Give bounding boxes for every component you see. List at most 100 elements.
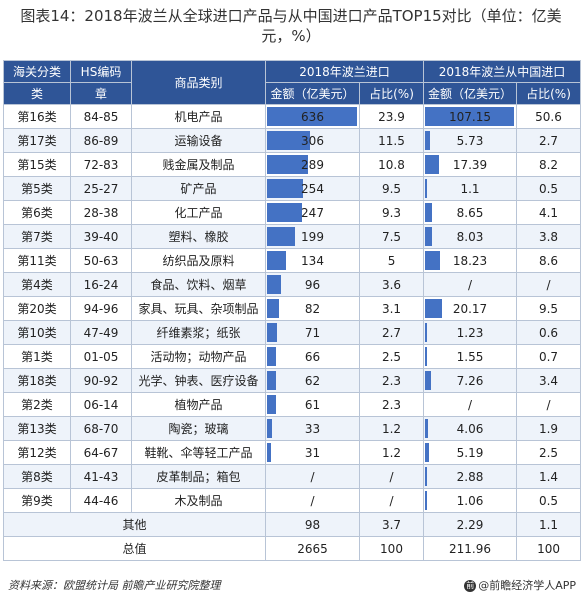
global-share-cell: 2.7 bbox=[358, 320, 425, 345]
global-amount-cell: 61 bbox=[265, 392, 360, 417]
china-amount-cell-value: 1.1 bbox=[460, 181, 480, 196]
china-amount-cell: 1.06 bbox=[423, 488, 518, 513]
summary-china-share: 100 bbox=[516, 536, 582, 561]
table-row: 第5类 25-27 矿产品 254 9.5 1.1 0.5 bbox=[3, 176, 582, 201]
china-amount-cell: 7.26 bbox=[423, 368, 518, 393]
global-amount-cell-bar bbox=[267, 323, 277, 342]
global-amount-cell: / bbox=[265, 464, 360, 489]
hs-code-cell: 94-96 bbox=[70, 296, 132, 321]
global-amount-cell-bar bbox=[267, 275, 281, 294]
china-share-cell: 0.6 bbox=[516, 320, 582, 345]
china-amount-cell-bar bbox=[425, 491, 428, 510]
global-amount-cell: 254 bbox=[265, 176, 360, 201]
global-amount-cell: 62 bbox=[265, 368, 360, 393]
global-share-cell: 7.5 bbox=[358, 224, 425, 249]
summary-row: 其他 98 3.7 2.29 1.1 bbox=[3, 512, 582, 537]
global-amount-cell: 289 bbox=[265, 152, 360, 177]
hs-code-cell: 90-92 bbox=[70, 368, 132, 393]
china-amount-cell-bar bbox=[425, 203, 433, 222]
china-amount-cell: 1.23 bbox=[423, 320, 518, 345]
header-hs: HS编码 bbox=[70, 60, 132, 83]
china-amount-cell-value: 4.06 bbox=[456, 421, 484, 436]
summary-global-amount: 2665 bbox=[265, 536, 360, 561]
summary-global-share: 3.7 bbox=[358, 512, 425, 537]
class-cell: 第20类 bbox=[3, 296, 71, 321]
global-amount-cell-value: 71 bbox=[304, 325, 321, 340]
table-row: 第18类 90-92 光学、钟表、医疗设备 62 2.3 7.26 3.4 bbox=[3, 368, 582, 393]
china-amount-cell-value: / bbox=[467, 277, 473, 292]
china-share-cell: 2.5 bbox=[516, 440, 582, 465]
summary-china-amount: 211.96 bbox=[423, 536, 518, 561]
brand-credit: 前 @前瞻经济学人APP bbox=[464, 577, 576, 593]
china-share-cell: 0.5 bbox=[516, 176, 582, 201]
global-share-cell: 2.5 bbox=[358, 344, 425, 369]
table-row: 第17类 86-89 运输设备 306 11.5 5.73 2.7 bbox=[3, 128, 582, 153]
global-amount-cell-bar bbox=[267, 347, 276, 366]
china-amount-cell-bar bbox=[425, 299, 443, 318]
product-cell: 皮革制品；箱包 bbox=[131, 464, 266, 489]
global-share-cell: 9.3 bbox=[358, 200, 425, 225]
china-amount-cell: 107.15 bbox=[423, 104, 518, 129]
china-amount-cell-value: 8.03 bbox=[456, 229, 484, 244]
china-amount-cell: 2.88 bbox=[423, 464, 518, 489]
china-amount-cell-value: 5.73 bbox=[456, 133, 484, 148]
china-amount-cell-bar bbox=[425, 179, 428, 198]
global-amount-cell-value: 289 bbox=[301, 157, 324, 172]
class-cell: 第6类 bbox=[3, 200, 71, 225]
global-amount-cell-value: 636 bbox=[301, 109, 324, 124]
china-amount-cell-value: 17.39 bbox=[452, 157, 488, 172]
global-amount-cell-value: 62 bbox=[304, 373, 321, 388]
global-amount-cell-bar bbox=[267, 443, 271, 462]
summary-label: 总值 bbox=[3, 536, 266, 561]
global-share-cell: 5 bbox=[358, 248, 425, 273]
china-amount-cell-value: 1.23 bbox=[456, 325, 484, 340]
global-share-cell: 2.3 bbox=[358, 392, 425, 417]
brand-text: @前瞻经济学人APP bbox=[478, 579, 576, 592]
table-row: 第9类 44-46 木及制品 / / 1.06 0.5 bbox=[3, 488, 582, 513]
global-amount-cell-bar bbox=[267, 251, 286, 270]
global-share-cell: 11.5 bbox=[358, 128, 425, 153]
product-cell: 化工产品 bbox=[131, 200, 266, 225]
global-share-cell: 1.2 bbox=[358, 416, 425, 441]
china-amount-cell: 5.73 bbox=[423, 128, 518, 153]
global-share-cell: 3.1 bbox=[358, 296, 425, 321]
hs-code-cell: 28-38 bbox=[70, 200, 132, 225]
china-amount-cell: 20.17 bbox=[423, 296, 518, 321]
table-row: 第7类 39-40 塑料、橡胶 199 7.5 8.03 3.8 bbox=[3, 224, 582, 249]
hs-code-cell: 64-67 bbox=[70, 440, 132, 465]
global-amount-cell-bar bbox=[267, 203, 302, 222]
summary-global-amount: 98 bbox=[265, 512, 360, 537]
china-share-cell: 8.6 bbox=[516, 248, 582, 273]
china-share-cell: 2.7 bbox=[516, 128, 582, 153]
global-share-cell: 1.2 bbox=[358, 440, 425, 465]
hs-code-cell: 86-89 bbox=[70, 128, 132, 153]
global-amount-cell: 247 bbox=[265, 200, 360, 225]
header-class: 海关分类 bbox=[3, 60, 71, 83]
product-cell: 植物产品 bbox=[131, 392, 266, 417]
global-amount-cell-value: 254 bbox=[301, 181, 324, 196]
global-amount-cell-bar bbox=[267, 395, 276, 414]
global-amount-cell-value: 134 bbox=[301, 253, 324, 268]
global-amount-cell-value: 247 bbox=[301, 205, 324, 220]
china-amount-cell-bar bbox=[425, 131, 431, 150]
header-global-amount: 金额（亿美元） bbox=[265, 82, 360, 105]
table-row: 第2类 06-14 植物产品 61 2.3 / / bbox=[3, 392, 582, 417]
china-share-cell: 8.2 bbox=[516, 152, 582, 177]
import-comparison-table: 海关分类 HS编码 商品类别 2018年波兰进口 2018年波兰从中国进口 类 … bbox=[3, 60, 582, 561]
global-amount-cell-value: 306 bbox=[301, 133, 324, 148]
china-amount-cell-value: / bbox=[467, 397, 473, 412]
table-row: 第10类 47-49 纤维素浆；纸张 71 2.7 1.23 0.6 bbox=[3, 320, 582, 345]
china-amount-cell: 1.55 bbox=[423, 344, 518, 369]
header-global-share: 占比(%) bbox=[358, 82, 425, 105]
hs-code-cell: 72-83 bbox=[70, 152, 132, 177]
global-amount-cell-value: 82 bbox=[304, 301, 321, 316]
china-amount-cell-value: 1.55 bbox=[456, 349, 484, 364]
global-share-cell: / bbox=[358, 488, 425, 513]
table-row: 第13类 68-70 陶瓷；玻璃 33 1.2 4.06 1.9 bbox=[3, 416, 582, 441]
china-share-cell: / bbox=[516, 272, 582, 297]
china-amount-cell: 1.1 bbox=[423, 176, 518, 201]
class-cell: 第1类 bbox=[3, 344, 71, 369]
brand-logo-icon: 前 bbox=[464, 580, 477, 592]
global-amount-cell: 33 bbox=[265, 416, 360, 441]
class-cell: 第10类 bbox=[3, 320, 71, 345]
